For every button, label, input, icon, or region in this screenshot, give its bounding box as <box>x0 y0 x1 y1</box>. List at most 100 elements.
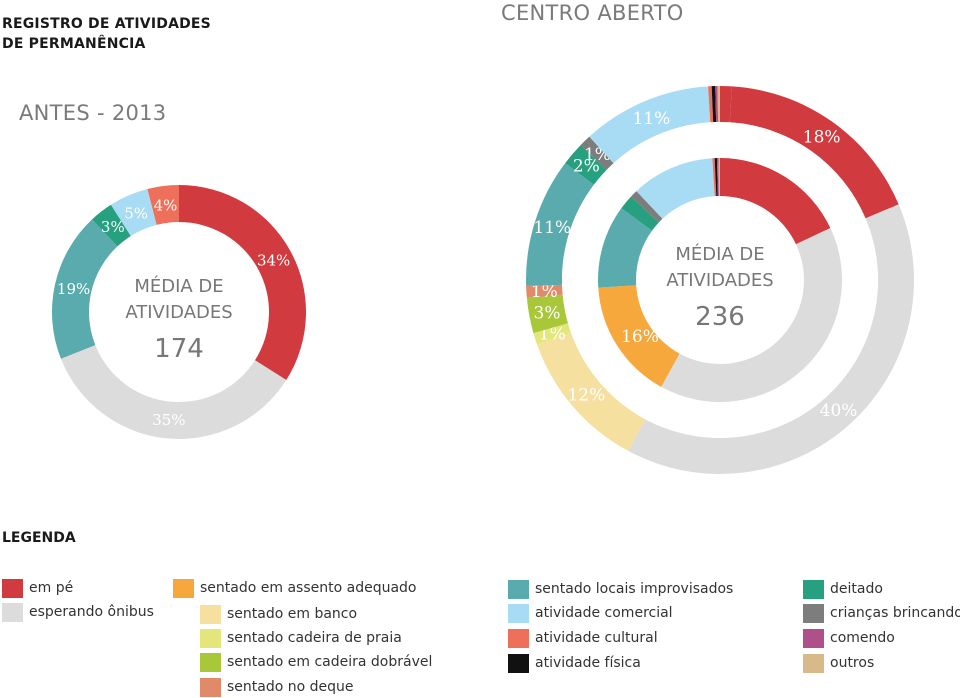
legend-label: crianças brincando <box>830 605 960 621</box>
before-slice-atividade-comercial <box>110 188 157 237</box>
after-outer-label-atividade-comercial: 11% <box>632 109 670 129</box>
legend-swatch <box>508 603 529 623</box>
after-outer-slice-sentado-no-deque <box>526 284 563 298</box>
legend-title: LEGENDA <box>2 530 76 546</box>
after-outer-slice-esperando-onibus <box>628 204 914 475</box>
after-inner-slice-esperando-onibus <box>661 228 842 402</box>
legend-swatch <box>173 578 194 598</box>
legend-label: atividade comercial <box>535 605 673 621</box>
after-outer-slice-comendo <box>715 86 719 123</box>
after-outer-slice-outros <box>717 86 720 123</box>
legend-swatch <box>200 628 221 648</box>
legend-label: sentado locais improvisados <box>535 581 734 597</box>
after-outer-slice-sentado-cadeira-de-praia <box>533 323 571 345</box>
after-outer-label-sentado-em-banco: 12% <box>567 386 605 406</box>
before-slice-sentado-locais-improvisados <box>52 219 118 359</box>
after-outer-slice-sentado-em-cadeira-dobravel <box>526 294 569 334</box>
legend-item: atividade cultural <box>508 628 658 648</box>
legend-item: esperando ônibus <box>2 602 154 622</box>
legend-swatch <box>803 653 824 673</box>
legend-label: sentado em assento adequado <box>200 580 417 596</box>
after-outer-label-deitado: 2% <box>573 157 600 177</box>
legend-item: sentado em banco <box>200 604 357 624</box>
legend-item: atividade física <box>508 653 641 673</box>
after-inner-slice-comendo <box>716 158 719 197</box>
header-line-2: DE PERMANÊNCIA <box>2 36 146 52</box>
after-center-label-2: ATIVIDADES <box>666 270 773 291</box>
after-center-label-1: MÉDIA DE <box>675 243 764 265</box>
after-outer-label-esperando-onibus: 40% <box>820 401 858 421</box>
legend-item: outros <box>803 653 874 673</box>
legend-item: deitado <box>803 579 883 599</box>
legend-label: sentado cadeira de praia <box>227 630 402 646</box>
legend-swatch <box>2 578 23 598</box>
before-label-deitado: 3% <box>101 218 125 236</box>
header-line-1: REGISTRO DE ATIVIDADES <box>2 16 211 32</box>
legend-item: sentado em assento adequado <box>173 578 416 598</box>
legend-item: sentado cadeira de praia <box>200 628 402 648</box>
after-outer-label-em-pe: 18% <box>803 127 841 147</box>
before-label-atividade-comercial: 5% <box>124 204 148 222</box>
legend-label: sentado em banco <box>227 606 358 622</box>
after-outer-slice-em-pe <box>720 86 732 123</box>
legend-item: comendo <box>803 628 895 648</box>
before-slice-esperando-onibus <box>60 345 287 439</box>
legend-label: esperando ônibus <box>29 604 154 620</box>
legend-label: deitado <box>830 581 883 597</box>
after-inner-slice-em-pe <box>720 158 831 245</box>
legend-item: sentado locais improvisados <box>508 579 733 599</box>
after-inner-slice-atividade-fisica <box>714 158 718 197</box>
legend-swatch <box>803 603 824 623</box>
after-outer-label-sentado-em-cadeira-dobravel: 3% <box>534 303 561 323</box>
legend-label: outros <box>830 655 875 671</box>
before-center-label-2: ATIVIDADES <box>125 302 232 323</box>
legend-label: sentado em cadeira dobrável <box>227 654 433 670</box>
before-label-atividade-cultural: 4% <box>154 196 178 214</box>
legend-swatch <box>803 628 824 648</box>
legend-item: em pé <box>2 578 73 598</box>
after-outer-slice-atividade-comercial <box>589 86 711 164</box>
legend-item: atividade comercial <box>508 603 673 623</box>
legend-label: atividade física <box>535 655 641 671</box>
after-inner-slice-criancas-brincando <box>631 191 663 223</box>
after-outer-slice-em-pe <box>729 86 899 219</box>
charts-canvas: 34%35%19%3%5% 4%MÉDIA DEATIVIDADES1741%18… <box>52 71 914 475</box>
before-slice-deitado <box>92 204 131 247</box>
after-outer-slice-sentado-locais-improvisados <box>526 163 594 286</box>
before-label-em-pe: 34% <box>257 251 290 269</box>
after-outer-slice-deitado <box>565 144 607 185</box>
legend-swatch <box>803 579 824 599</box>
legend-item: sentado no deque <box>200 677 354 697</box>
legend-label: comendo <box>830 630 895 646</box>
before-slice-em-pe <box>179 185 306 381</box>
after-center-value: 236 <box>695 302 745 332</box>
before-label-sentado-locais-improvisados: 19% <box>57 280 90 298</box>
legend-swatch <box>508 579 529 599</box>
after-inner-slice-deitado <box>621 196 659 231</box>
before-label-esperando-onibus: 35% <box>152 411 185 429</box>
legend-label: em pé <box>29 580 74 596</box>
legend-item: crianças brincando <box>803 603 960 623</box>
after-inner-slice-outros <box>718 158 720 197</box>
after-inner-slice-sentado-em-assento-adequado <box>598 285 680 387</box>
after-outer-slice-atividade-fisica <box>711 86 717 123</box>
chart-title-after: CENTRO ABERTO <box>501 1 684 25</box>
legend-swatch <box>508 628 529 648</box>
after-outer-label-sentado-locais-improvisados: 11% <box>533 218 571 238</box>
legend-item: sentado em cadeira dobrável <box>200 652 432 672</box>
after-outer-label-sentado-no-deque: 1% <box>531 282 558 302</box>
legend-swatch <box>200 677 221 697</box>
after-inner-slice-atividade-comercial <box>636 158 715 219</box>
legend-swatch <box>200 604 221 624</box>
after-inner-slice-atividade-cultural <box>712 158 717 197</box>
after-inner-slice-sentado-locais-improvisados <box>598 208 653 288</box>
chart-title-before: ANTES - 2013 <box>19 101 167 125</box>
legend-swatch <box>200 652 221 672</box>
legend-label: atividade cultural <box>535 630 658 646</box>
after-outer-label-em-pe: 1% <box>736 71 763 91</box>
legend-swatch <box>2 602 23 622</box>
after-ring-separator <box>562 122 878 438</box>
before-center-value: 174 <box>154 334 204 364</box>
after-outer-slice-criancas-brincando <box>580 136 614 171</box>
after-outer-slice-sentado-em-banco <box>537 332 646 451</box>
